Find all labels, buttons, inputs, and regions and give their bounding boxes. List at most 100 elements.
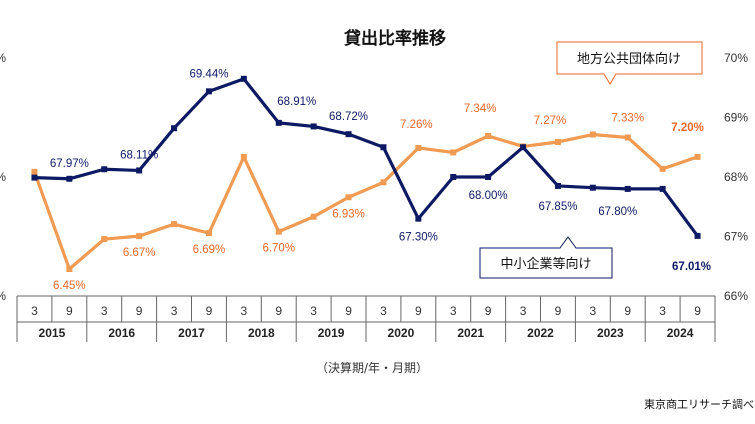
- orange-data-label: 6.69%: [193, 244, 226, 256]
- left-axis-tick: 70%: [0, 51, 6, 65]
- navy-point: [240, 75, 247, 82]
- series-line-orange: [32, 132, 699, 271]
- month-tick-label: 3: [520, 304, 527, 318]
- orange-point: [589, 131, 596, 138]
- month-tick-label: 3: [450, 304, 457, 318]
- navy-data-label: 68.11%: [120, 149, 158, 161]
- navy-data-label: 69.44%: [189, 68, 228, 80]
- orange-data-label: 7.27%: [534, 115, 567, 127]
- callout-orange-text: 地方公共団体向け: [577, 51, 681, 67]
- month-tick-label: 9: [415, 304, 422, 318]
- navy-point: [485, 174, 492, 180]
- orange-point: [310, 213, 317, 220]
- orange-data-label: 7.20%: [671, 122, 704, 134]
- orange-point: [31, 168, 38, 175]
- orange-data-label: 7.26%: [400, 119, 433, 131]
- orange-point: [66, 266, 73, 272]
- callout-navy-text: 中小企業等向け: [500, 256, 591, 272]
- month-tick-label: 3: [31, 304, 38, 318]
- orange-data-label: 7.33%: [611, 112, 644, 124]
- month-tick-label: 3: [101, 304, 108, 318]
- month-tick-label: 9: [275, 304, 282, 318]
- month-tick-label: 3: [171, 304, 178, 318]
- orange-point: [694, 153, 701, 160]
- right-y-axis: 70% 69% 68% 67% 66%: [724, 51, 748, 303]
- orange-data-label: 6.70%: [262, 243, 295, 255]
- right-axis-tick: 69%: [724, 111, 748, 125]
- month-tick-label: 9: [555, 304, 562, 318]
- navy-data-label: 67.01%: [672, 261, 711, 273]
- orange-point: [659, 165, 666, 172]
- chart-title: 貸出比率推移: [343, 28, 446, 49]
- navy-data-label: 68.91%: [277, 96, 316, 108]
- navy-data-label: 67.30%: [399, 232, 438, 244]
- left-y-axis: 70% 68% 66%: [0, 51, 6, 303]
- month-tick-label: 9: [66, 304, 73, 318]
- orange-point: [345, 194, 352, 201]
- orange-point: [485, 133, 492, 139]
- navy-point: [345, 131, 352, 138]
- year-tick-label: 2023: [597, 326, 624, 340]
- navy-point: [205, 88, 212, 95]
- year-tick-label: 2017: [178, 326, 205, 340]
- navy-point: [31, 174, 38, 181]
- navy-data-label: 67.80%: [598, 206, 637, 218]
- x-axis-label: （決算期/年・月期）: [316, 360, 428, 375]
- navy-point: [275, 119, 282, 126]
- navy-point: [136, 167, 143, 174]
- year-tick-label: 2019: [318, 326, 345, 340]
- orange-point: [240, 153, 247, 160]
- navy-point: [310, 123, 317, 130]
- orange-point: [554, 138, 561, 145]
- month-tick-label: 3: [659, 304, 666, 318]
- year-tick-label: 2015: [39, 326, 66, 340]
- navy-point: [171, 125, 178, 132]
- data-labels: 67.97% 68.11% 69.44% 68.91% 68.72% 67.30% 68.0…: [50, 68, 711, 292]
- month-tick-label: 3: [241, 304, 248, 318]
- navy-data-label: 67.85%: [538, 201, 577, 213]
- navy-data-label: 68.72%: [329, 111, 368, 123]
- orange-point: [624, 134, 631, 141]
- month-tick-label: 3: [380, 304, 387, 318]
- left-axis-tick: 68%: [0, 170, 6, 184]
- orange-data-label: 6.93%: [332, 208, 365, 220]
- orange-data-label: 6.45%: [53, 280, 86, 292]
- right-axis-tick: 70%: [724, 51, 748, 65]
- month-tick-label: 9: [485, 304, 492, 318]
- right-axis-tick: 67%: [724, 230, 748, 244]
- orange-data-label: 7.34%: [464, 103, 497, 115]
- month-tick-label: 3: [310, 304, 317, 318]
- series-lines: [31, 75, 701, 272]
- month-tick-label: 9: [206, 304, 213, 318]
- source-note: 東京商工リサーチ調べ: [644, 397, 754, 411]
- year-tick-label: 2018: [248, 326, 275, 340]
- callout-orange-legend: 地方公共団体向け: [556, 41, 703, 85]
- navy-point: [554, 182, 561, 189]
- orange-point: [415, 144, 422, 151]
- navy-point: [624, 185, 631, 192]
- orange-point: [101, 236, 108, 243]
- year-tick-label: 2020: [388, 326, 415, 340]
- navy-point: [380, 144, 387, 151]
- navy-point: [66, 175, 73, 182]
- orange-point: [275, 228, 282, 235]
- orange-point: [171, 221, 178, 228]
- month-tick-label: 3: [590, 304, 597, 318]
- navy-point: [415, 215, 422, 222]
- orange-data-label: 6.67%: [123, 247, 156, 259]
- navy-point: [659, 185, 666, 192]
- navy-point: [520, 144, 527, 151]
- month-tick-label: 9: [136, 304, 143, 318]
- month-tick-label: 9: [624, 304, 631, 318]
- left-axis-tick: 66%: [0, 289, 6, 303]
- month-tick-label: 9: [694, 304, 701, 318]
- year-tick-label: 2024: [667, 326, 694, 340]
- navy-data-label: 67.97%: [50, 158, 89, 170]
- year-tick-label: 2022: [527, 326, 554, 340]
- orange-point: [380, 179, 387, 186]
- orange-point: [450, 149, 457, 156]
- right-axis-tick: 66%: [724, 289, 748, 303]
- navy-point: [101, 166, 108, 173]
- navy-point: [450, 174, 457, 180]
